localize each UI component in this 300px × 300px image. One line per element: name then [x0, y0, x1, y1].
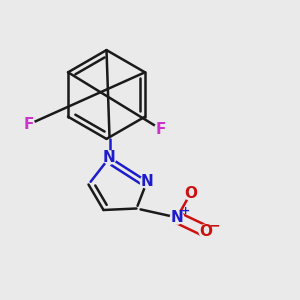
- Circle shape: [199, 224, 212, 238]
- Text: O: O: [184, 186, 197, 201]
- Text: +: +: [181, 206, 190, 216]
- Text: N: N: [171, 210, 183, 225]
- Circle shape: [103, 151, 116, 164]
- Text: N: N: [103, 150, 116, 165]
- Text: N: N: [141, 174, 153, 189]
- Text: O: O: [199, 224, 212, 238]
- Circle shape: [184, 187, 197, 200]
- Circle shape: [170, 211, 184, 224]
- Text: F: F: [155, 122, 166, 136]
- Text: F: F: [23, 117, 34, 132]
- Text: −: −: [209, 219, 220, 232]
- Circle shape: [154, 123, 166, 135]
- Circle shape: [22, 118, 34, 130]
- Circle shape: [140, 175, 154, 188]
